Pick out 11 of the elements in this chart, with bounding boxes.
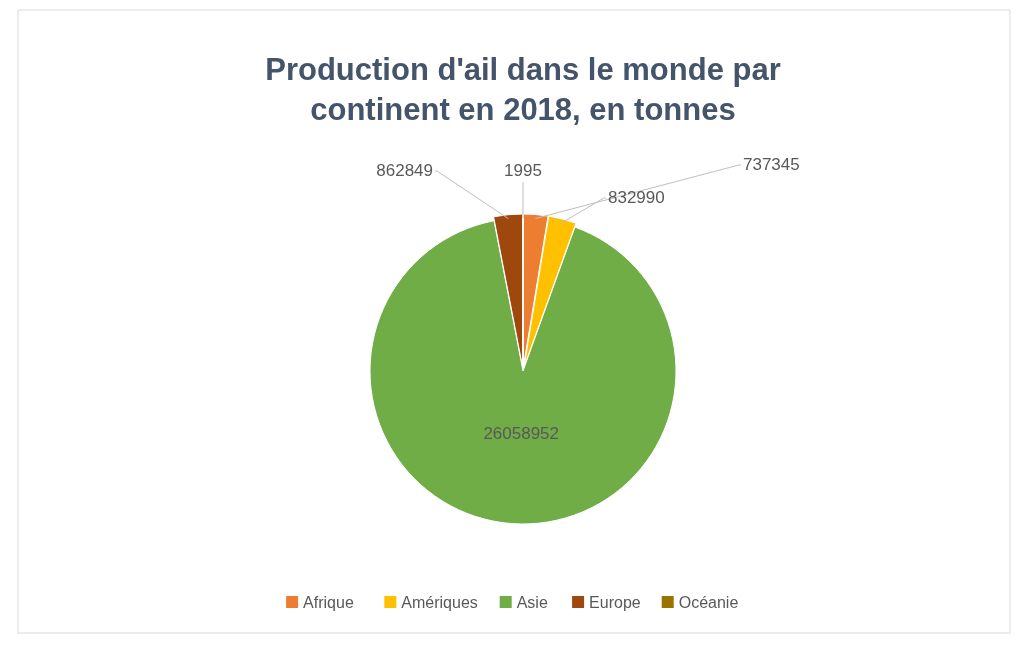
chart-title: Production d'ail dans le monde par continent en 2018, en tonnes: [265, 52, 781, 127]
legend-label: Océanie: [678, 594, 739, 611]
legend-label: Amériques: [401, 594, 478, 611]
legend-label: Europe: [589, 594, 641, 611]
data-label: 737345: [743, 155, 800, 174]
data-label: 832990: [608, 188, 665, 207]
data-label: 1995: [504, 161, 542, 180]
data-label: 862849: [376, 161, 433, 180]
data-label: 26058952: [483, 423, 560, 443]
legend-label: Asie: [516, 594, 548, 611]
legend-label: Afrique: [303, 594, 354, 611]
